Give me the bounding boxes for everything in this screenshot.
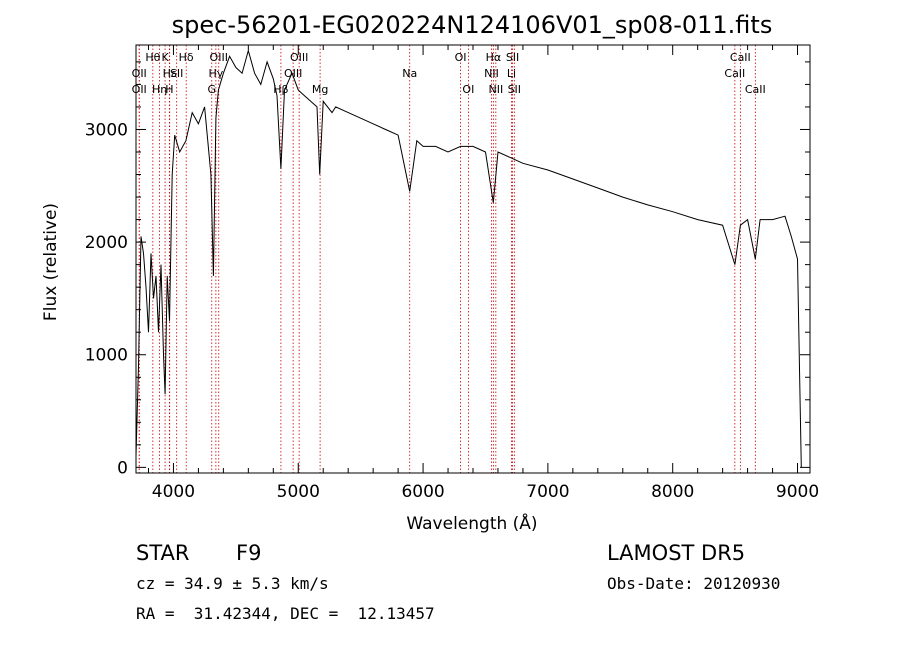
x-tick-label: 8000	[651, 482, 694, 502]
chart-title: spec-56201-EG020224N124106V01_sp08-011.f…	[172, 11, 773, 39]
line-label: Hη	[152, 83, 167, 96]
line-label: G	[207, 83, 216, 96]
line-label: CaII	[724, 67, 745, 80]
survey-name: LAMOST DR5	[607, 541, 746, 565]
coordinates: RA = 31.42344, DEC = 12.13457	[136, 604, 435, 623]
plot-frame	[135, 44, 811, 474]
line-label: Hδ	[179, 51, 194, 64]
y-axis-label: Flux (relative)	[41, 203, 61, 321]
line-label: Hγ	[208, 67, 223, 80]
spectrum-line	[135, 48, 802, 468]
line-label: K	[161, 51, 169, 64]
line-label: NII	[488, 83, 503, 96]
x-tick-label: 9000	[776, 482, 819, 502]
line-marker-layer	[138, 45, 756, 473]
obs-date: Obs-Date: 20120930	[607, 574, 781, 593]
y-tick-label: 0	[117, 458, 128, 478]
object-class: STAR	[136, 541, 190, 565]
y-tick-label: 2000	[85, 233, 128, 253]
line-label: OIII	[290, 51, 308, 64]
line-label: OII	[132, 83, 147, 96]
y-tick-label: 1000	[85, 346, 128, 366]
line-label: Hα	[486, 51, 502, 64]
line-label: OIII	[284, 67, 302, 80]
redshift-cz: cz = 34.9 ± 5.3 km/s	[136, 574, 329, 593]
line-label: SII	[170, 67, 183, 80]
line-label: OI	[455, 51, 467, 64]
spectrum-plot: spec-56201-EG020224N124106V01_sp08-011.f…	[41, 11, 819, 534]
line-label: OII	[132, 67, 147, 80]
x-axis-ticks: 4000 5000 6000 7000 8000 9000	[147, 45, 819, 502]
y-axis-ticks: 0 1000 2000 3000	[85, 61, 810, 478]
line-label: Hε	[163, 67, 177, 80]
line-label: CaII	[730, 51, 751, 64]
line-label: NII	[484, 67, 499, 80]
line-label: Mg	[312, 83, 328, 96]
line-label: SII	[508, 83, 521, 96]
line-label: CaII	[745, 83, 766, 96]
y-tick-label: 3000	[85, 120, 128, 140]
x-tick-label: 4000	[152, 482, 195, 502]
x-tick-label: 5000	[277, 482, 320, 502]
line-label: Li	[507, 67, 516, 80]
line-label: Na	[402, 67, 417, 80]
x-axis-label: Wavelength (Å)	[406, 512, 537, 534]
object-subclass: F9	[236, 541, 262, 565]
line-label: OI	[462, 83, 474, 96]
x-tick-label: 6000	[401, 482, 444, 502]
line-label: Hθ	[145, 51, 160, 64]
line-label: H	[165, 83, 173, 96]
line-label: SII	[506, 51, 519, 64]
line-label: OIII	[210, 51, 228, 64]
x-tick-label: 7000	[526, 482, 569, 502]
